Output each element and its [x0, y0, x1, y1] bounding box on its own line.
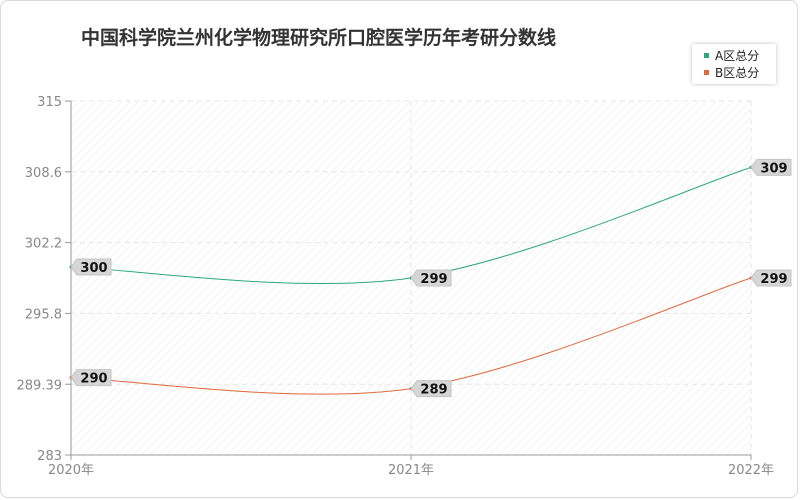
legend-label-a: A区总分 [715, 49, 760, 63]
data-label: 299 [410, 269, 452, 287]
x-tick-label: 2021年 [388, 463, 434, 478]
y-tick-label: 289.39 [17, 378, 63, 393]
chart-legend: A区总分 B区总分 [692, 44, 776, 84]
data-label-box [750, 269, 792, 287]
legend-item-b[interactable]: B区总分 [704, 65, 759, 81]
legend-label-b: B区总分 [715, 66, 760, 80]
data-label-box [410, 380, 452, 398]
data-label: 300 [70, 258, 112, 276]
legend-swatch-b [704, 70, 709, 75]
chart-title: 中国科学院兰州化学物理研究所口腔医学历年考研分数线 [81, 27, 557, 49]
y-tick-label: 315 [37, 95, 62, 110]
data-label-text: 299 [760, 272, 787, 287]
x-tick-label: 2020年 [48, 463, 94, 478]
data-label: 290 [70, 369, 112, 387]
data-label-text: 299 [420, 272, 447, 287]
y-tick-label: 283 [37, 449, 62, 464]
data-label-box [410, 269, 452, 287]
legend-swatch-a [704, 53, 709, 58]
data-label: 299 [750, 269, 792, 287]
data-label-text: 300 [80, 261, 107, 276]
data-label-text: 309 [760, 161, 787, 176]
data-label-text: 290 [80, 372, 107, 387]
data-label: 289 [410, 380, 452, 398]
data-label-box [70, 369, 112, 387]
y-tick-label: 302.2 [25, 237, 62, 252]
data-label: 309 [750, 158, 792, 176]
y-tick-label: 308.6 [25, 166, 62, 181]
data-label-box [750, 158, 792, 176]
data-label-box [70, 258, 112, 276]
data-label-text: 289 [420, 383, 447, 398]
y-tick-label: 295.8 [25, 307, 62, 322]
legend-item-a[interactable]: A区总分 [704, 48, 759, 64]
x-tick-label: 2022年 [728, 463, 774, 478]
